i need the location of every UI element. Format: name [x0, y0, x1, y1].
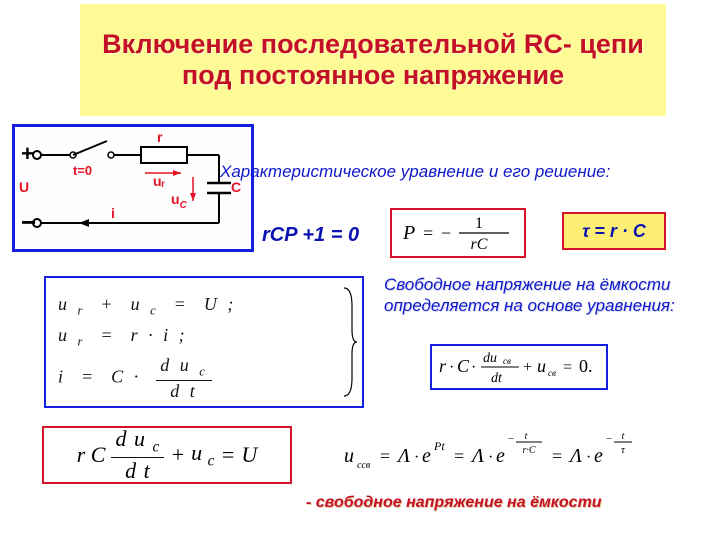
svg-text:Pt: Pt	[433, 439, 445, 453]
svg-text:−: −	[508, 433, 514, 445]
svg-text:св: св	[548, 368, 556, 378]
svg-text:r: r	[439, 356, 447, 376]
svg-text:r·C: r·C	[522, 445, 535, 456]
solution-eq: u ссв = Λ · e Pt = Λ · e − t r·C = Λ · e…	[340, 426, 680, 482]
svg-text:=: =	[380, 446, 390, 466]
circuit-svg	[15, 127, 251, 249]
system-box: u r + u c = U ; u r = r · i ; i = C · d …	[44, 276, 364, 408]
svg-text:dt: dt	[491, 371, 503, 386]
rc-diff-eq-box: r C d u c d t + u c = U	[42, 426, 292, 484]
svg-text:=: =	[552, 446, 562, 466]
svg-text:t: t	[622, 431, 625, 442]
eq-tau-box: τ = r · C	[562, 212, 666, 250]
svg-text:·: ·	[449, 359, 454, 376]
eq-characteristic: rCP +1 = 0	[262, 224, 359, 247]
svg-text:·: ·	[471, 359, 476, 376]
svg-text:=: =	[563, 359, 572, 376]
svg-text:Λ: Λ	[568, 445, 582, 467]
svg-text:Λ: Λ	[396, 445, 410, 467]
characteristic-text: Характеристическое уравнение и его решен…	[220, 162, 710, 182]
svg-text:−: −	[441, 223, 451, 243]
svg-text:u: u	[537, 356, 546, 376]
svg-text:·: ·	[414, 449, 419, 466]
rc-diff-eq: r C d u c d t + u c = U	[77, 426, 258, 483]
eq-root-svg: P = − 1 rC	[393, 211, 523, 255]
svg-text:+: +	[523, 359, 532, 376]
brace-icon	[340, 286, 358, 398]
svg-text:u: u	[344, 445, 354, 467]
svg-text:1: 1	[475, 215, 483, 232]
svg-text:P: P	[402, 222, 415, 244]
sys-line-1: u r + u c = U ;	[58, 294, 350, 319]
svg-text:=: =	[423, 223, 433, 243]
svg-text:du: du	[483, 351, 497, 366]
svg-text:0.: 0.	[579, 356, 593, 376]
svg-text:·: ·	[586, 449, 591, 466]
sys-line-2: u r = r · i ;	[58, 325, 350, 350]
free-voltage-eq-box: r · C · du св dt + u св = 0.	[430, 344, 608, 390]
svg-text:=: =	[454, 446, 464, 466]
label-i: i	[111, 205, 115, 221]
svg-text:e: e	[422, 445, 431, 467]
svg-text:τ: τ	[621, 444, 626, 456]
svg-text:e: e	[496, 445, 505, 467]
label-ur: uᵣ	[153, 173, 165, 189]
plus-terminal: +	[21, 141, 34, 167]
label-r: r	[157, 129, 162, 145]
circuit-diagram: + − U t=0 r uᵣ uC C i	[12, 124, 254, 252]
sys-line-3: i = C · d u c d t	[58, 355, 350, 402]
svg-text:·: ·	[488, 449, 493, 466]
eq-root-box: P = − 1 rC	[390, 208, 526, 258]
solution-eq-svg: u ссв = Λ · e Pt = Λ · e − t r·C = Λ · e…	[340, 426, 680, 482]
svg-text:−: −	[606, 433, 612, 445]
svg-text:ссв: ссв	[357, 460, 371, 471]
eq-tau: τ = r · C	[582, 221, 646, 242]
label-uc: uC	[171, 191, 187, 211]
footnote: - свободное напряжение на ёмкости	[306, 494, 686, 512]
svg-text:Λ: Λ	[470, 445, 484, 467]
svg-text:rC: rC	[471, 236, 488, 253]
svg-text:C: C	[457, 356, 470, 376]
svg-text:t: t	[525, 431, 528, 442]
free-voltage-eq-svg: r · C · du св dt + u св = 0.	[433, 346, 605, 388]
label-t0: t=0	[73, 163, 92, 178]
title-band: Включение последовательной RC- цепи под …	[80, 4, 666, 116]
label-U: U	[19, 179, 29, 195]
svg-text:e: e	[594, 445, 603, 467]
svg-text:св: св	[503, 356, 511, 366]
page-title: Включение последовательной RC- цепи под …	[98, 29, 648, 91]
minus-terminal: −	[21, 207, 36, 238]
free-voltage-text: Свободное напряжение на ёмкости определя…	[384, 274, 694, 317]
